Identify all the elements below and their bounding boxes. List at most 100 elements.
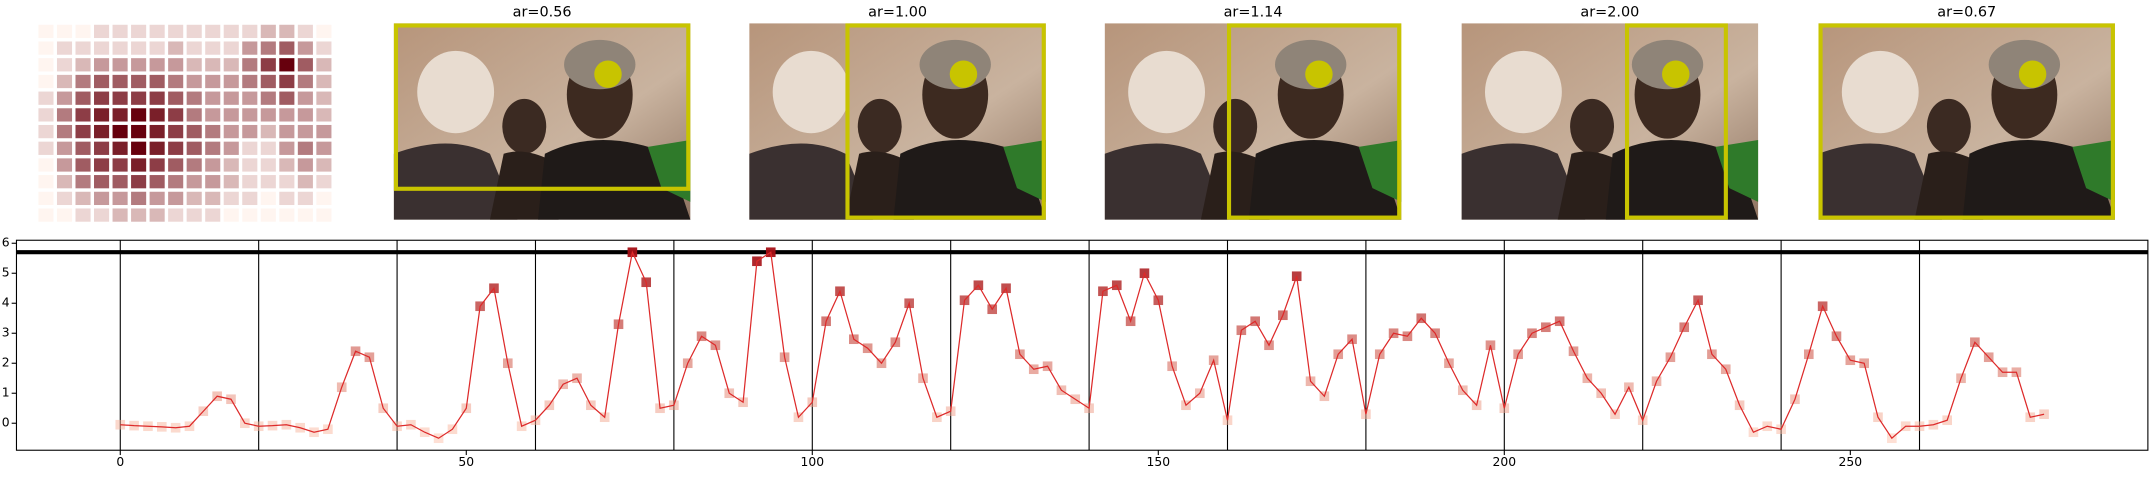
heat-cell bbox=[168, 191, 184, 206]
heat-cell bbox=[242, 41, 258, 55]
heat-cell bbox=[56, 124, 73, 139]
panel-title: ar=1.14 bbox=[1224, 4, 1283, 20]
heat-cell bbox=[149, 208, 165, 222]
heat-cell bbox=[149, 191, 165, 206]
crop-box bbox=[393, 23, 691, 191]
heat-cell bbox=[223, 124, 239, 139]
heat-cell bbox=[186, 191, 202, 206]
heat-cell bbox=[186, 91, 202, 105]
heat-cell bbox=[56, 24, 73, 39]
y-tick-label: 0 bbox=[2, 416, 10, 430]
heat-cell bbox=[186, 74, 202, 89]
x-tick-label: 250 bbox=[1839, 455, 1863, 469]
heat-cell bbox=[94, 191, 110, 206]
heat-cell bbox=[205, 175, 221, 189]
heat-cell bbox=[112, 41, 128, 55]
heat-cell bbox=[279, 41, 295, 55]
heat-cell bbox=[94, 58, 110, 72]
heat-cell bbox=[297, 175, 313, 189]
y-tick-label: 5 bbox=[2, 266, 10, 280]
heat-cell bbox=[205, 41, 221, 55]
heat-cell bbox=[38, 124, 54, 139]
heat-cell bbox=[279, 24, 295, 39]
heat-cell bbox=[131, 208, 147, 222]
heat-cell bbox=[168, 208, 184, 222]
heat-cell bbox=[297, 158, 313, 172]
heat-cell bbox=[205, 191, 221, 206]
heat-cell bbox=[260, 108, 276, 122]
heat-cell bbox=[149, 108, 165, 122]
heatmap bbox=[38, 24, 332, 222]
heat-cell bbox=[131, 41, 147, 55]
heat-cell bbox=[131, 91, 147, 105]
x-tick-label: 50 bbox=[458, 455, 474, 469]
panel-title: ar=2.00 bbox=[1580, 4, 1639, 20]
heat-cell bbox=[279, 141, 295, 155]
heat-cell bbox=[186, 108, 202, 122]
heat-cell bbox=[56, 208, 73, 222]
heat-cell bbox=[131, 124, 147, 139]
heat-cell bbox=[242, 208, 258, 222]
heat-cell bbox=[75, 58, 91, 72]
heat-cell bbox=[112, 158, 128, 172]
heat-cell bbox=[223, 208, 239, 222]
crop-box bbox=[1818, 23, 2115, 220]
series-line bbox=[120, 250, 2045, 440]
crop-panel: ar=1.14 bbox=[1104, 4, 1402, 220]
heat-cell bbox=[260, 91, 276, 105]
heat-cell bbox=[316, 58, 332, 72]
panel-title: ar=1.00 bbox=[868, 4, 927, 20]
heat-cell bbox=[112, 141, 128, 155]
heat-cell bbox=[186, 158, 202, 172]
heat-cell bbox=[242, 175, 258, 189]
heat-cell bbox=[94, 141, 110, 155]
heat-cell bbox=[112, 91, 128, 105]
heat-cell bbox=[94, 208, 110, 222]
heat-cell bbox=[168, 175, 184, 189]
heat-cell bbox=[223, 191, 239, 206]
heat-cell bbox=[94, 41, 110, 55]
heat-cell bbox=[112, 74, 128, 89]
heat-cell bbox=[149, 91, 165, 105]
heat-cell bbox=[38, 208, 54, 222]
heat-cell bbox=[168, 141, 184, 155]
focus-point bbox=[594, 60, 622, 88]
panel-title: ar=0.56 bbox=[513, 4, 572, 20]
heat-cell bbox=[149, 58, 165, 72]
heat-cell bbox=[149, 41, 165, 55]
heat-cell bbox=[168, 91, 184, 105]
heat-cell bbox=[205, 74, 221, 89]
heat-cell bbox=[56, 74, 73, 89]
panel-title: ar=0.67 bbox=[1937, 4, 1996, 20]
focus-point bbox=[949, 60, 978, 88]
heat-cell bbox=[242, 24, 258, 39]
heat-cell bbox=[75, 158, 91, 172]
heat-cell bbox=[149, 124, 165, 139]
heat-cell bbox=[38, 74, 54, 89]
heat-cell bbox=[38, 141, 54, 155]
heat-cell bbox=[297, 191, 313, 206]
heat-cell bbox=[149, 175, 165, 189]
plot-frame bbox=[15, 239, 2149, 451]
heat-cell bbox=[94, 158, 110, 172]
heat-cell bbox=[75, 208, 91, 222]
heat-cell bbox=[260, 58, 276, 72]
heat-cell bbox=[168, 124, 184, 139]
heat-cell bbox=[242, 58, 258, 72]
heat-cell bbox=[56, 175, 73, 189]
heat-cell bbox=[242, 74, 258, 89]
crop-box bbox=[845, 23, 1046, 220]
heat-cell bbox=[205, 24, 221, 39]
heat-cell bbox=[242, 91, 258, 105]
heat-cell bbox=[316, 191, 332, 206]
heat-cell bbox=[205, 141, 221, 155]
heat-cell bbox=[223, 141, 239, 155]
heat-cell bbox=[223, 158, 239, 172]
crop-panel: ar=0.67 bbox=[1818, 4, 2115, 220]
heat-cell bbox=[297, 58, 313, 72]
heat-cell bbox=[131, 108, 147, 122]
heat-cell bbox=[186, 41, 202, 55]
heat-cell bbox=[38, 58, 54, 72]
heat-cell bbox=[242, 108, 258, 122]
heat-cell bbox=[260, 158, 276, 172]
